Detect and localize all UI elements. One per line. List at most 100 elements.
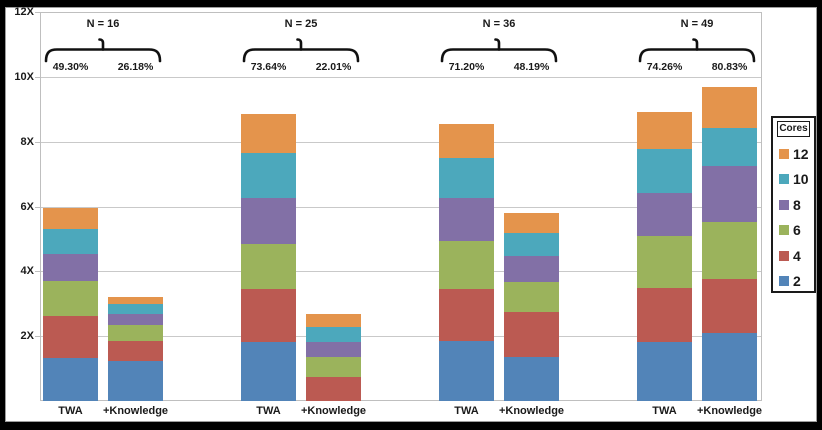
bar-segment-cores-6: [439, 240, 494, 290]
legend-swatch-icon: [779, 199, 789, 210]
bar-segment-cores-10: [702, 127, 757, 166]
x-axis-category-label: TWA: [454, 405, 479, 417]
bar-segment-cores-2: [108, 361, 163, 401]
x-axis-category-label: +Knowledge: [498, 405, 565, 417]
bar-segment-cores-4: [439, 289, 494, 342]
bar-segment-cores-8: [241, 197, 296, 245]
legend-swatch-icon: [779, 276, 789, 286]
bar-segment-cores-10: [439, 157, 494, 198]
legend-item: 4: [779, 244, 815, 268]
bar-segment-cores-4: [108, 341, 163, 362]
y-axis-tick: [35, 336, 40, 337]
bar-segment-cores-8: [504, 255, 559, 282]
y-axis-tick-label: 12X: [14, 6, 34, 18]
legend-item: 6: [779, 218, 815, 242]
bar-segment-cores-6: [108, 324, 163, 342]
percentage-annotation: 22.01%: [315, 61, 352, 73]
y-axis-tick-label: 4X: [20, 265, 34, 277]
bar-segment-cores-12: [43, 208, 98, 230]
legend-item-label: 4: [793, 247, 801, 264]
legend-swatch-icon: [779, 250, 789, 261]
bar-segment-cores-12: [306, 314, 361, 328]
legend-item-label: 2: [793, 273, 801, 289]
y-axis-tick: [35, 271, 40, 272]
bar-segment-cores-12: [702, 86, 757, 128]
bar-segment-cores-8: [439, 197, 494, 241]
bar-segment-cores-6: [504, 281, 559, 313]
group-brace: [242, 38, 360, 63]
bar-segment-cores-10: [241, 153, 296, 198]
bar-segment-cores-2: [702, 332, 757, 401]
bar-segment-cores-2: [241, 342, 296, 401]
gridline: [41, 271, 761, 272]
legend-item-label: 12: [793, 146, 809, 162]
group-brace: [440, 38, 558, 63]
bar-segment-cores-8: [306, 342, 361, 357]
bar-segment-cores-12: [504, 212, 559, 233]
percentage-annotation: 73.64%: [250, 61, 287, 73]
bar-segment-cores-2: [637, 341, 692, 401]
gridline: [41, 142, 761, 143]
legend-item: 8: [779, 193, 815, 217]
bar-segment-cores-6: [702, 221, 757, 280]
x-axis-category-label: TWA: [652, 405, 677, 417]
bar-segment-cores-4: [241, 289, 296, 342]
legend-item-label: 10: [793, 171, 809, 188]
legend-item-label: 6: [793, 222, 801, 239]
legend-swatch-icon: [779, 174, 789, 185]
bar-segment-cores-4: [306, 377, 361, 401]
y-axis-tick: [35, 77, 40, 78]
x-axis-category-label: +Knowledge: [300, 405, 367, 417]
legend-item-label: 8: [793, 196, 801, 213]
bar-segment-cores-4: [637, 288, 692, 342]
bar-segment-cores-12: [637, 111, 692, 150]
y-axis-tick-label: 6X: [20, 201, 34, 213]
legend-swatch-icon: [779, 149, 789, 159]
bar-segment-cores-10: [504, 232, 559, 256]
gridline: [41, 336, 761, 337]
bar-segment-cores-6: [306, 356, 361, 377]
bar-segment-cores-10: [306, 327, 361, 342]
bar-segment-cores-10: [108, 303, 163, 315]
group-n-label: N = 16: [86, 18, 120, 30]
legend-item: 2: [779, 269, 815, 293]
bar-segment-cores-6: [241, 244, 296, 290]
bar-segment-cores-8: [702, 165, 757, 222]
group-brace: [638, 38, 756, 63]
bar-segment-cores-12: [108, 296, 163, 304]
x-axis-category-label: TWA: [256, 405, 281, 417]
legend-title: Cores: [777, 121, 810, 137]
legend: Cores 12 10 8 6 4 2: [771, 116, 816, 293]
x-axis-category-label: +Knowledge: [696, 405, 763, 417]
bar-segment-cores-10: [43, 229, 98, 254]
group-n-label: N = 25: [284, 18, 318, 30]
bar-segment-cores-2: [439, 341, 494, 401]
y-axis-tick-label: 2X: [20, 330, 34, 342]
group-n-label: N = 36: [482, 18, 516, 30]
bar-segment-cores-6: [637, 235, 692, 289]
percentage-annotation: 49.30%: [52, 61, 89, 73]
bar-segment-cores-12: [439, 123, 494, 158]
bar-segment-cores-4: [702, 279, 757, 333]
x-axis-category-label: +Knowledge: [102, 405, 169, 417]
bar-segment-cores-2: [504, 356, 559, 401]
bar-segment-cores-4: [43, 316, 98, 358]
percentage-annotation: 48.19%: [513, 61, 550, 73]
bar-segment-cores-2: [43, 357, 98, 401]
group-n-label: N = 49: [680, 18, 714, 30]
bar-segment-cores-8: [637, 192, 692, 236]
percentage-annotation: 26.18%: [117, 61, 154, 73]
group-brace: [44, 38, 162, 63]
y-axis-tick-label: 8X: [20, 136, 34, 148]
y-axis-tick: [35, 207, 40, 208]
bar-segment-cores-8: [43, 253, 98, 282]
gridline: [41, 77, 761, 78]
y-axis-tick: [35, 142, 40, 143]
bar-segment-cores-12: [241, 113, 296, 153]
gridline: [41, 207, 761, 208]
percentage-annotation: 80.83%: [711, 61, 748, 73]
legend-item: 10: [779, 167, 815, 191]
bar-segment-cores-6: [43, 281, 98, 317]
bar-segment-cores-4: [504, 312, 559, 357]
y-axis-tick: [35, 12, 40, 13]
